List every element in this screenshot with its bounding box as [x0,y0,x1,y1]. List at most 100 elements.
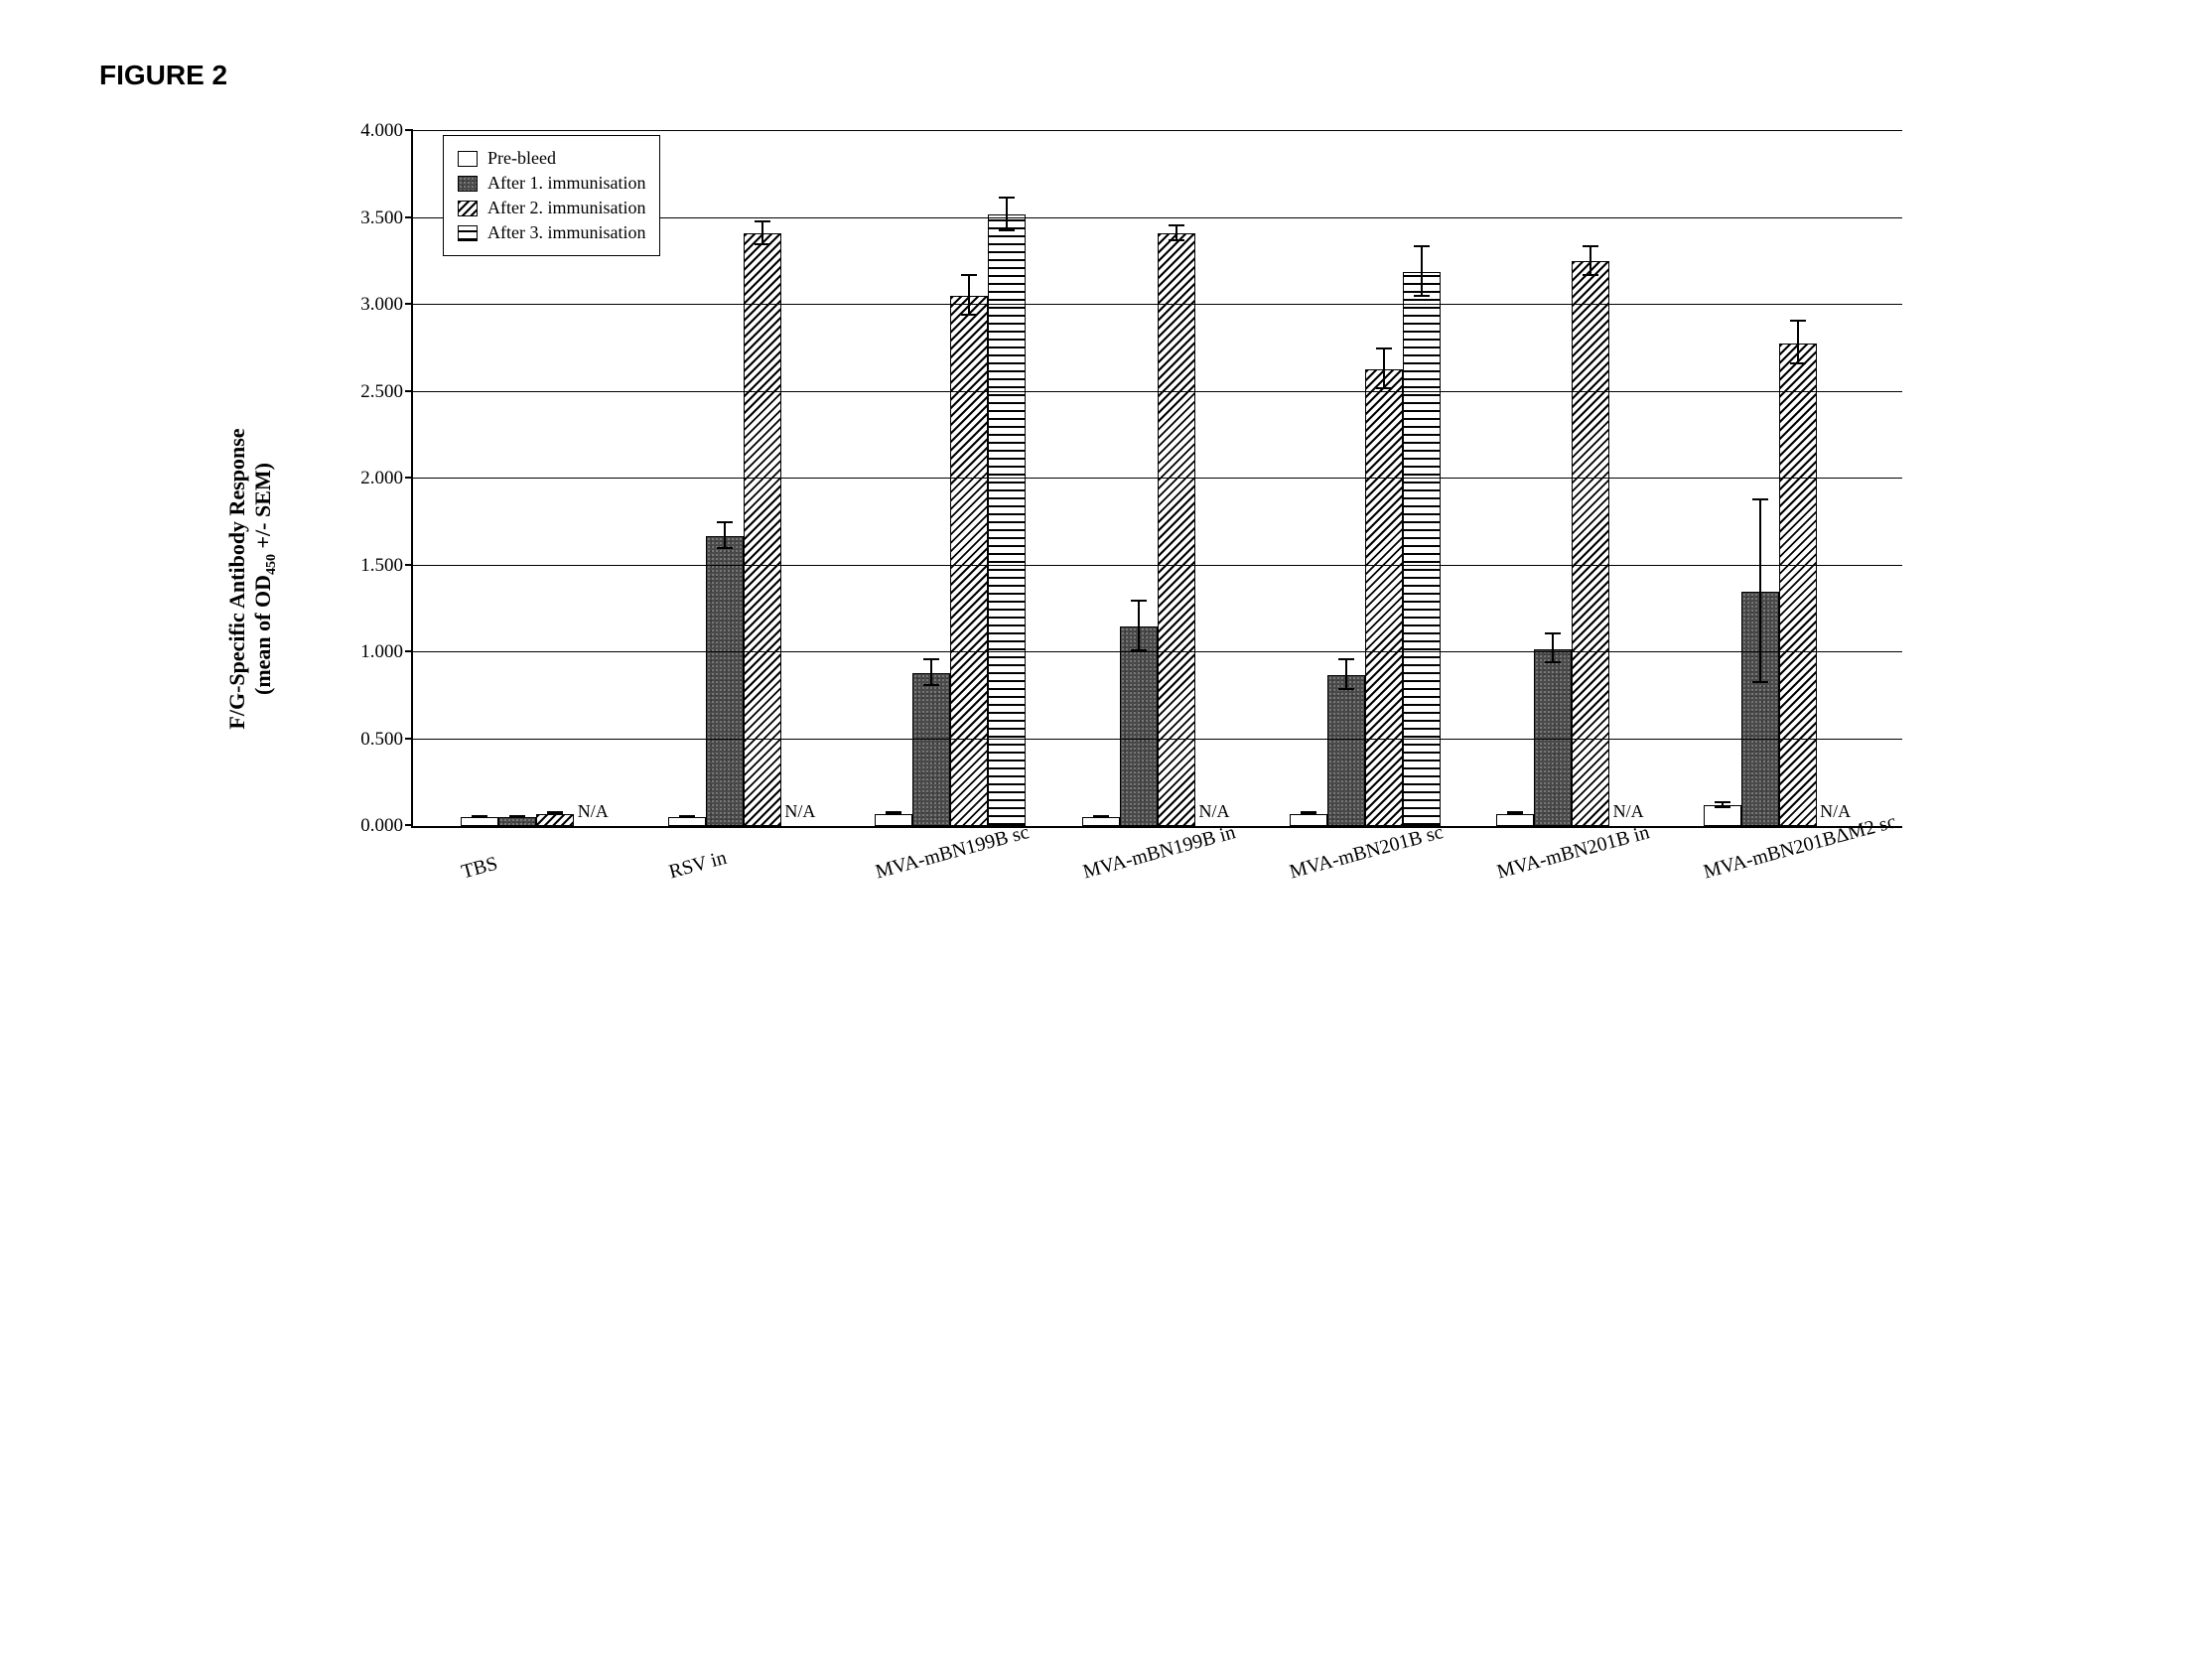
error-cap-top [755,220,770,222]
error-cap-top [1338,658,1354,660]
error-bar [686,815,688,819]
pre-bar [1082,817,1120,826]
na-label: N/A [1195,801,1233,822]
error-bar [1100,815,1102,819]
na-label: N/A [781,801,819,822]
legend-label: After 2. immunisation [487,198,645,218]
error-cap-bottom [1414,295,1430,297]
error-cap-top [1715,801,1730,803]
error-cap-top [999,197,1015,199]
error-bar [554,811,556,815]
after2-bar [1158,233,1195,826]
bar-group: N/A [1496,261,1647,826]
legend-item: After 1. immunisation [458,173,645,194]
y-tick-mark [405,738,413,740]
plot-area: Pre-bleed After 1. immunisation After 2. i… [411,131,1902,828]
error-cap-top [923,658,939,660]
error-cap-bottom [1715,806,1730,808]
chart-container: F/G-Specific Antibody Response (mean of … [312,131,1900,1027]
after3-bar [1403,272,1441,826]
after1-bar [912,673,950,826]
error-cap-bottom [1545,661,1561,663]
error-bar [1345,658,1347,690]
after2-bar [1779,344,1817,827]
error-bar [1006,197,1008,231]
error-cap-top [961,274,977,276]
error-cap-bottom [1301,813,1316,815]
y-tick-label: 1.000 [324,641,403,663]
after1-bar [1327,675,1365,826]
after2-bar [744,233,781,826]
error-bar [1138,600,1140,652]
pre-bar [1496,814,1534,826]
y-tick-label: 3.000 [324,294,403,316]
error-cap-bottom [999,229,1015,231]
legend-swatch [458,176,478,192]
error-cap-bottom [961,314,977,316]
y-tick-mark [405,824,413,826]
after1-bar [1120,626,1158,826]
legend-swatch [458,225,478,241]
error-bar [1421,245,1423,298]
error-cap-bottom [679,816,695,818]
error-cap-top [1376,347,1392,349]
error-cap-bottom [509,816,525,818]
pre-bar [875,814,912,826]
error-cap-bottom [1376,387,1392,389]
error-cap-top [1169,224,1184,226]
after2-bar [1572,261,1609,826]
legend-label: After 3. immunisation [487,222,645,243]
after2-bar [950,296,988,826]
error-cap-bottom [1507,813,1523,815]
y-tick-mark [405,129,413,131]
after2-bar [536,814,574,826]
error-bar [1308,811,1310,815]
after3-bar [988,214,1026,826]
y-axis-title-line2-pre: (mean of OD [250,575,275,695]
y-tick-label: 4.000 [324,120,403,142]
error-bar [479,815,481,819]
y-tick-label: 2.000 [324,468,403,489]
grid-line [413,739,1902,740]
legend-label: Pre-bleed [487,148,556,169]
legend-swatch [458,201,478,216]
error-cap-bottom [717,547,733,549]
y-tick-mark [405,303,413,305]
y-axis-title-line2-post: +/- SEM) [250,463,275,554]
error-bar [1722,801,1724,808]
y-tick-label: 3.500 [324,208,403,229]
pre-bar [461,817,498,826]
error-cap-bottom [923,684,939,686]
na-label: N/A [1817,801,1855,822]
y-tick-mark [405,650,413,652]
bar-group: N/A [1704,344,1855,827]
grid-line [413,478,1902,479]
legend-item: After 3. immunisation [458,222,645,243]
y-tick-mark [405,477,413,479]
figure-label: FIGURE 2 [99,60,2172,91]
bar-group: N/A [668,233,819,826]
y-axis-title: F/G-Specific Antibody Response (mean of … [224,428,280,729]
bar-group: N/A [1082,233,1233,826]
error-cap-bottom [1169,239,1184,241]
error-bar [516,815,518,819]
legend-item: Pre-bleed [458,148,645,169]
error-bar [968,274,970,316]
grid-line [413,565,1902,566]
y-tick-mark [405,390,413,392]
after1-bar [1741,592,1779,826]
bar-group [875,214,1026,826]
error-cap-bottom [1790,362,1806,364]
error-bar [1514,811,1516,815]
error-cap-bottom [1752,681,1768,683]
pre-bar [1704,805,1741,826]
error-cap-bottom [755,243,770,245]
pre-bar [668,817,706,826]
legend-swatch [458,151,478,167]
y-tick-mark [405,216,413,218]
error-cap-top [1545,632,1561,634]
error-bar [893,811,895,815]
error-cap-bottom [547,813,563,815]
error-bar [1797,320,1799,365]
y-tick-mark [405,564,413,566]
